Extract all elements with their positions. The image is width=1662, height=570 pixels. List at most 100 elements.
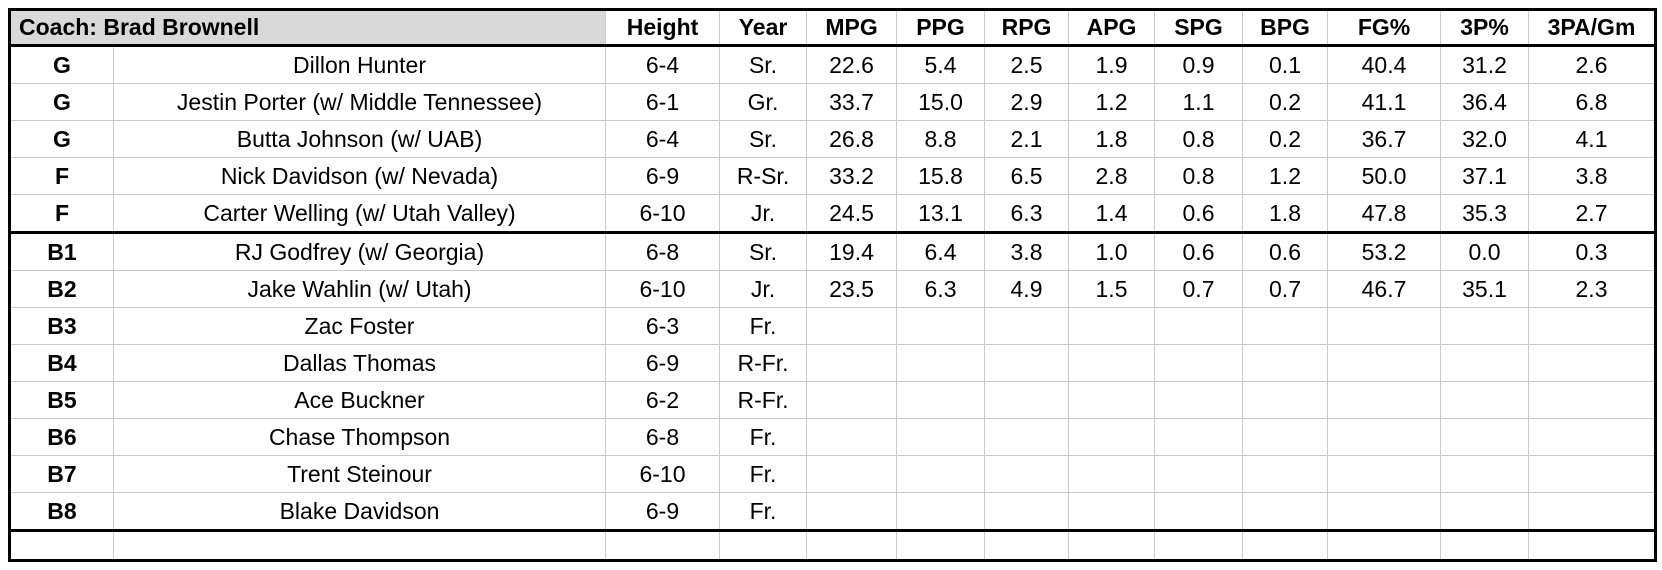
stat-cell[interactable] — [896, 381, 986, 419]
stat-cell[interactable]: 1.2 — [1242, 157, 1329, 195]
height-cell[interactable]: 6-10 — [605, 270, 721, 308]
stat-cell[interactable]: 8.8 — [896, 120, 986, 158]
position-cell[interactable]: B3 — [9, 307, 114, 345]
stat-cell[interactable]: 1.8 — [1242, 194, 1329, 234]
stat-cell[interactable]: 2.9 — [984, 83, 1070, 121]
stat-cell[interactable]: 0.7 — [1242, 270, 1329, 308]
player-name-cell[interactable]: Ace Buckner — [112, 381, 607, 419]
stat-cell[interactable] — [1440, 381, 1530, 419]
stat-cell[interactable]: 1.0 — [1068, 232, 1156, 271]
year-cell[interactable]: R-Fr. — [719, 381, 808, 419]
stat-cell[interactable]: 24.5 — [806, 194, 898, 234]
stat-cell[interactable] — [1327, 492, 1442, 532]
column-header-bpg[interactable]: BPG — [1242, 9, 1329, 47]
stat-cell[interactable]: 2.5 — [984, 45, 1070, 84]
stat-cell[interactable] — [1440, 455, 1530, 493]
stat-cell[interactable] — [1440, 344, 1530, 382]
position-cell[interactable]: B4 — [9, 344, 114, 382]
stat-cell[interactable] — [1440, 307, 1530, 345]
player-name-cell[interactable]: Zac Foster — [112, 307, 607, 345]
stat-cell[interactable]: 6.4 — [896, 232, 986, 271]
height-cell[interactable]: 6-4 — [605, 120, 721, 158]
stat-cell[interactable] — [1154, 418, 1244, 456]
stat-cell[interactable] — [1528, 418, 1657, 456]
column-header-spg[interactable]: SPG — [1154, 9, 1244, 47]
stat-cell[interactable] — [1154, 344, 1244, 382]
year-cell[interactable]: Jr. — [719, 270, 808, 308]
year-cell[interactable]: Fr. — [719, 418, 808, 456]
stat-cell[interactable] — [984, 381, 1070, 419]
stat-cell[interactable]: 0.2 — [1242, 120, 1329, 158]
position-cell[interactable]: B1 — [9, 232, 114, 271]
stat-cell[interactable]: 3.8 — [1528, 157, 1657, 195]
year-cell[interactable]: Sr. — [719, 120, 808, 158]
stat-cell[interactable]: 6.3 — [984, 194, 1070, 234]
player-name-cell[interactable]: RJ Godfrey (w/ Georgia) — [112, 232, 607, 271]
position-cell[interactable]: B2 — [9, 270, 114, 308]
stat-cell[interactable]: 53.2 — [1327, 232, 1442, 271]
empty-cell[interactable] — [984, 530, 1070, 561]
stat-cell[interactable]: 1.8 — [1068, 120, 1156, 158]
stat-cell[interactable]: 0.9 — [1154, 45, 1244, 84]
stat-cell[interactable] — [806, 344, 898, 382]
player-name-cell[interactable]: Trent Steinour — [112, 455, 607, 493]
year-cell[interactable]: Sr. — [719, 45, 808, 84]
player-name-cell[interactable]: Butta Johnson (w/ UAB) — [112, 120, 607, 158]
stat-cell[interactable] — [984, 307, 1070, 345]
stat-cell[interactable] — [806, 455, 898, 493]
stat-cell[interactable] — [1327, 455, 1442, 493]
stat-cell[interactable]: 2.6 — [1528, 45, 1657, 84]
stat-cell[interactable] — [1242, 381, 1329, 419]
stat-cell[interactable]: 6.8 — [1528, 83, 1657, 121]
stat-cell[interactable]: 37.1 — [1440, 157, 1530, 195]
height-cell[interactable]: 6-9 — [605, 492, 721, 532]
height-cell[interactable]: 6-8 — [605, 232, 721, 271]
stat-cell[interactable]: 35.3 — [1440, 194, 1530, 234]
stat-cell[interactable]: 2.7 — [1528, 194, 1657, 234]
height-cell[interactable]: 6-2 — [605, 381, 721, 419]
column-header-mpg[interactable]: MPG — [806, 9, 898, 47]
stat-cell[interactable]: 15.0 — [896, 83, 986, 121]
stat-cell[interactable]: 1.9 — [1068, 45, 1156, 84]
position-cell[interactable]: G — [9, 45, 114, 84]
height-cell[interactable]: 6-4 — [605, 45, 721, 84]
stat-cell[interactable] — [896, 307, 986, 345]
stat-cell[interactable] — [1327, 418, 1442, 456]
stat-cell[interactable]: 0.6 — [1242, 232, 1329, 271]
position-cell[interactable]: G — [9, 83, 114, 121]
coach-cell[interactable]: Coach: Brad Brownell — [8, 9, 607, 47]
stat-cell[interactable]: 5.4 — [896, 45, 986, 84]
player-name-cell[interactable]: Carter Welling (w/ Utah Valley) — [112, 194, 607, 234]
stat-cell[interactable] — [1528, 307, 1657, 345]
stat-cell[interactable] — [896, 344, 986, 382]
stat-cell[interactable] — [1154, 455, 1244, 493]
stat-cell[interactable] — [1154, 307, 1244, 345]
stat-cell[interactable] — [1242, 307, 1329, 345]
stat-cell[interactable] — [806, 381, 898, 419]
stat-cell[interactable]: 1.2 — [1068, 83, 1156, 121]
stat-cell[interactable]: 50.0 — [1327, 157, 1442, 195]
year-cell[interactable]: Fr. — [719, 455, 808, 493]
stat-cell[interactable]: 1.4 — [1068, 194, 1156, 234]
empty-cell[interactable] — [1440, 530, 1530, 561]
year-cell[interactable]: R-Sr. — [719, 157, 808, 195]
stat-cell[interactable]: 1.1 — [1154, 83, 1244, 121]
player-name-cell[interactable]: Chase Thompson — [112, 418, 607, 456]
empty-cell[interactable] — [9, 530, 114, 561]
height-cell[interactable]: 6-10 — [605, 194, 721, 234]
stat-cell[interactable] — [1528, 492, 1657, 532]
player-name-cell[interactable]: Jake Wahlin (w/ Utah) — [112, 270, 607, 308]
height-cell[interactable]: 6-1 — [605, 83, 721, 121]
stat-cell[interactable]: 26.8 — [806, 120, 898, 158]
stat-cell[interactable]: 2.1 — [984, 120, 1070, 158]
stat-cell[interactable] — [1327, 381, 1442, 419]
position-cell[interactable]: B5 — [9, 381, 114, 419]
column-header-rpg[interactable]: RPG — [984, 9, 1070, 47]
height-cell[interactable]: 6-9 — [605, 157, 721, 195]
stat-cell[interactable] — [1242, 418, 1329, 456]
stat-cell[interactable] — [1528, 455, 1657, 493]
column-header-ppg[interactable]: PPG — [896, 9, 986, 47]
player-name-cell[interactable]: Blake Davidson — [112, 492, 607, 532]
stat-cell[interactable] — [806, 492, 898, 532]
height-cell[interactable]: 6-3 — [605, 307, 721, 345]
